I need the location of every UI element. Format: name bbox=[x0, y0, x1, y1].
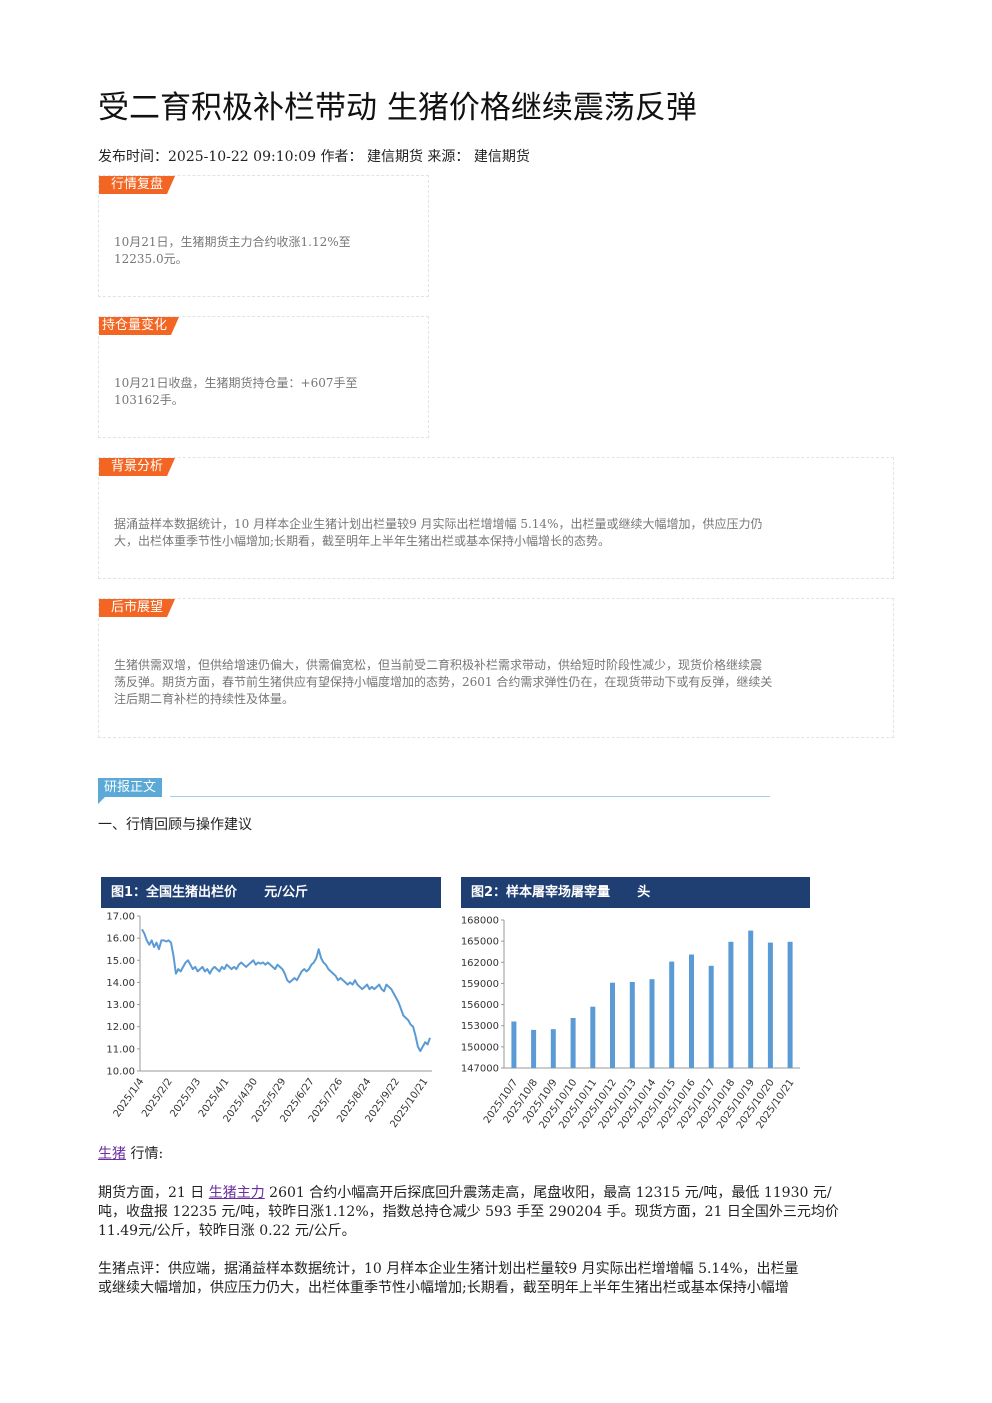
futures-line-1: 期货方面，21 日 生猪主力 2601 合约小幅高开后探底回升震荡走高，尾盘收阳… bbox=[98, 1184, 894, 1203]
article-meta: 发布时间：2025-10-22 09:10:09 作者： 建信期货 来源： 建信… bbox=[98, 149, 530, 165]
chart1-y-tick-label: 12.00 bbox=[106, 1022, 135, 1033]
chart1-title: 图1：全国生猪出栏价 元/公斤 bbox=[101, 877, 441, 908]
outlook-box: 后市展望 生猪供需双增，但供给增速仍偏大，供需偏宽松，但当前受二育积极补栏需求带… bbox=[98, 598, 894, 738]
chart2-bar bbox=[531, 1029, 537, 1068]
chart2-bar bbox=[610, 982, 615, 1068]
hog-main-link[interactable]: 生猪主力 bbox=[208, 1185, 265, 1201]
chart2-y-tick-label: 165000 bbox=[461, 937, 499, 948]
comment-paragraph: 生猪点评：供应端，据涌益样本数据统计，10 月样本企业生猪计划出栏量较9 月实际… bbox=[98, 1260, 894, 1298]
chart1-y-tick-label: 11.00 bbox=[106, 1044, 135, 1055]
chart2-bar bbox=[511, 1021, 517, 1068]
chart2-bar bbox=[669, 961, 675, 1068]
chart2-bar bbox=[629, 982, 635, 1068]
position-line-1: 10月21日收盘，生猪期货持仓量：+607手至 bbox=[114, 376, 358, 390]
futures-text-b: 2601 合约小幅高开后探底回升震荡走高，尾盘收阳，最高 12315 元/吨，最… bbox=[264, 1185, 832, 1201]
chart1-y-tick-label: 10.00 bbox=[106, 1067, 135, 1078]
review-line-2: 12235.0元。 bbox=[114, 252, 188, 266]
background-box: 背景分析 据涌益样本数据统计，10 月样本企业生猪计划出栏量较9 月实际出栏增增… bbox=[98, 457, 894, 579]
position-box: 持仓量变化 10月21日收盘，生猪期货持仓量：+607手至 103162手。 bbox=[98, 316, 429, 438]
chart2-bar-chart: 168000 165000 162000 159000 156000 153000 1500… bbox=[461, 916, 800, 1131]
chart2-bar bbox=[689, 954, 694, 1068]
chart2-y-tick-label: 150000 bbox=[461, 1042, 499, 1053]
hog-subhead: 生猪 行情: bbox=[98, 1145, 894, 1164]
futures-line-3: 11.49元/公斤，较昨日涨 0.22 元/公斤。 bbox=[98, 1223, 356, 1239]
chart2-title: 图2：样本屠宰场屠宰量 头 bbox=[461, 877, 810, 908]
chart2-bar bbox=[590, 1006, 596, 1068]
chart1-line-chart: 17.00 16.00 15.00 14.00 13.00 12.00 11.00 10.00… bbox=[106, 912, 432, 1130]
report-heading-tail bbox=[98, 797, 105, 804]
report-heading: 研报正文 bbox=[98, 778, 163, 797]
background-tag: 背景分析 bbox=[99, 458, 175, 476]
outlook-tag: 后市展望 bbox=[99, 599, 175, 617]
chart2-y-tick-label: 168000 bbox=[461, 916, 499, 927]
chart2-bar bbox=[708, 965, 714, 1068]
chart2-bar bbox=[748, 930, 754, 1068]
chart1-y-tick-label: 16.00 bbox=[106, 934, 135, 945]
chart2-y-tick-label: 147000 bbox=[461, 1064, 499, 1075]
section-heading: 一、行情回顾与操作建议 bbox=[98, 817, 252, 833]
chart2-bar bbox=[787, 941, 793, 1068]
review-tag: 行情复盘 bbox=[99, 176, 175, 194]
futures-paragraph: 期货方面，21 日 生猪主力 2601 合约小幅高开后探底回升震荡走高，尾盘收阳… bbox=[98, 1184, 894, 1241]
futures-line-2: 吨，收盘报 12235 元/吨，较昨日涨1.12%，指数总持仓减少 593 手至… bbox=[98, 1204, 839, 1220]
chart1-price-series bbox=[141, 928, 431, 1053]
chart1-y-tick-label: 13.00 bbox=[106, 1000, 135, 1011]
review-line-1: 10月21日，生猪期货主力合约收涨1.12%至 bbox=[114, 235, 351, 249]
background-line-2: 大，出栏体重季节性小幅增加;长期看，截至明年上半年生猪出栏或基本保持小幅增长的态… bbox=[114, 534, 611, 548]
report-heading-rule bbox=[170, 796, 770, 797]
outlook-line-1: 生猪供需双增，但供给增速仍偏大，供需偏宽松，但当前受二育积极补栏需求带动，供给短… bbox=[114, 658, 763, 672]
chart2-y-tick-label: 159000 bbox=[461, 979, 499, 990]
comment-line-1: 生猪点评：供应端，据涌益样本数据统计，10 月样本企业生猪计划出栏量较9 月实际… bbox=[98, 1261, 799, 1277]
outlook-line-2: 荡反弹。期货方面，春节前生猪供应有望保持小幅度增加的态势，2601 合约需求弹性… bbox=[114, 675, 773, 689]
article-title: 受二育积极补栏带动 生猪价格继续震荡反弹 bbox=[98, 90, 697, 126]
chart2-bar bbox=[728, 941, 734, 1068]
comment-line-2: 或继续大幅增加，供应压力仍大，出栏体重季节性小幅增加;长期看，截至明年上半年生猪… bbox=[98, 1280, 789, 1296]
chart2-bar bbox=[550, 1029, 556, 1068]
chart1-y-tick-label: 17.00 bbox=[106, 912, 135, 923]
hog-link[interactable]: 生猪 bbox=[98, 1146, 126, 1162]
position-tag: 持仓量变化 bbox=[99, 317, 179, 335]
chart2-bar bbox=[570, 1018, 576, 1068]
chart1-y-tick-label: 15.00 bbox=[106, 956, 135, 967]
background-line-1: 据涌益样本数据统计，10 月样本企业生猪计划出栏量较9 月实际出栏增增幅 5.1… bbox=[114, 517, 763, 531]
chart1-y-tick-label: 14.00 bbox=[106, 978, 135, 989]
hog-subhead-rest: 行情: bbox=[126, 1146, 164, 1162]
review-box: 行情复盘 10月21日，生猪期货主力合约收涨1.12%至 12235.0元。 bbox=[98, 175, 429, 297]
chart2-bar bbox=[649, 979, 655, 1068]
futures-text-a: 期货方面，21 日 bbox=[98, 1185, 209, 1201]
position-line-2: 103162手。 bbox=[114, 393, 184, 407]
chart2-bar bbox=[767, 942, 773, 1068]
chart2-y-tick-label: 156000 bbox=[461, 1000, 499, 1011]
outlook-line-3: 注后期二育补栏的持续性及体量。 bbox=[114, 692, 295, 706]
chart2-y-tick-label: 153000 bbox=[461, 1021, 499, 1032]
chart2-y-tick-label: 162000 bbox=[461, 958, 499, 969]
